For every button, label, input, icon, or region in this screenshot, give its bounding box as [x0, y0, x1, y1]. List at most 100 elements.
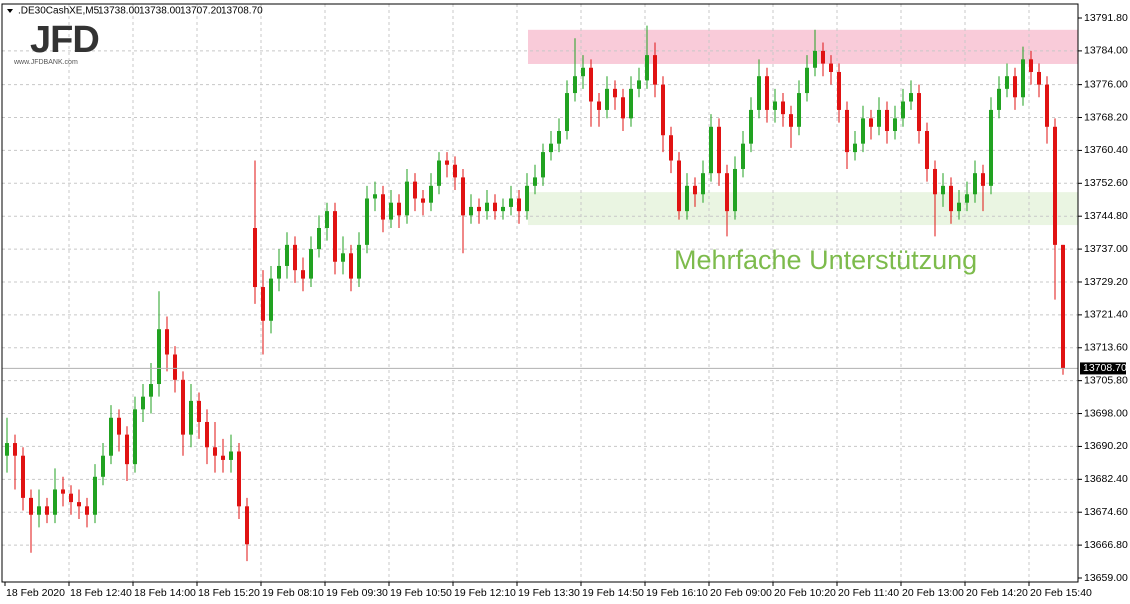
- candle-body: [485, 202, 489, 212]
- candle-body: [413, 181, 417, 199]
- candle-body: [189, 400, 193, 435]
- candle-body: [397, 202, 401, 216]
- candle-body: [125, 434, 129, 465]
- candle-body: [389, 202, 393, 220]
- candle-body: [853, 143, 857, 153]
- y-tick-label: 13737.00: [1084, 243, 1128, 255]
- candle-body: [749, 109, 753, 144]
- candle-body: [221, 455, 225, 460]
- y-tick-label: 13666.80: [1084, 539, 1128, 551]
- candle-body: [21, 455, 25, 498]
- x-tick-label: 20 Feb 13:00: [902, 587, 964, 599]
- candle-body: [429, 185, 433, 203]
- candle-body: [925, 131, 929, 169]
- candle-body: [989, 109, 993, 186]
- candle-body: [965, 194, 969, 203]
- x-tick-label: 19 Feb 08:10: [262, 587, 324, 599]
- candle-body: [717, 126, 721, 174]
- candle-body: [341, 253, 345, 262]
- x-tick-label: 20 Feb 11:40: [838, 587, 899, 599]
- candle-body: [909, 93, 913, 102]
- header-low: 13707.20: [180, 6, 222, 17]
- y-tick-label: 13784.00: [1084, 45, 1128, 57]
- current-price-label: 13708.70: [1083, 362, 1127, 374]
- candle-body: [653, 55, 657, 85]
- x-tick-label: 20 Feb 14:20: [966, 587, 1028, 599]
- x-tick-label: 18 Feb 14:00: [134, 587, 196, 599]
- candle-body: [797, 93, 801, 127]
- menu-arrow[interactable]: [7, 9, 13, 13]
- x-tick-label: 18 Feb 15:20: [198, 587, 260, 599]
- candle-body: [733, 168, 737, 212]
- candle-body: [565, 93, 569, 132]
- candle-body: [837, 71, 841, 110]
- candle-body: [629, 88, 633, 119]
- candle-body: [701, 173, 705, 195]
- y-tick-label: 13744.80: [1084, 210, 1128, 222]
- x-tick-label: 19 Feb 09:30: [326, 587, 388, 599]
- candle-body: [325, 211, 329, 228]
- candle-body: [245, 506, 249, 545]
- zone: [528, 192, 1078, 226]
- candle-body: [549, 143, 553, 153]
- candle-body: [469, 206, 473, 216]
- candle-body: [1045, 84, 1049, 127]
- candle-body: [885, 109, 889, 132]
- candle-body: [93, 476, 97, 515]
- candle-body: [357, 244, 361, 279]
- candle-body: [901, 101, 905, 119]
- candle-body: [109, 417, 113, 456]
- candle-body: [533, 177, 537, 186]
- candle-body: [29, 497, 33, 515]
- candle-body: [589, 67, 593, 102]
- candle-body: [461, 177, 465, 216]
- y-tick-label: 13713.60: [1084, 342, 1128, 354]
- candle-body: [981, 173, 985, 186]
- header-high: 13738.00: [139, 6, 181, 17]
- grid: [2, 4, 1078, 582]
- candle-body: [637, 80, 641, 89]
- annotation: Mehrfache Unterstützung: [674, 245, 977, 275]
- y-tick-label: 13729.20: [1084, 276, 1128, 288]
- candle-body: [661, 84, 665, 136]
- plot-frame: [1, 3, 1079, 583]
- candles: [2, 25, 1078, 562]
- candle-body: [517, 198, 521, 212]
- candle-body: [829, 63, 833, 72]
- y-tick-label: 13682.40: [1084, 473, 1128, 485]
- candle-body: [165, 329, 169, 355]
- candle-body: [421, 198, 425, 203]
- candle-body: [1013, 76, 1017, 98]
- zone: [528, 29, 1078, 64]
- candle-body: [229, 451, 233, 460]
- candle-body: [333, 211, 337, 262]
- candle-body: [213, 447, 217, 456]
- candle-body: [725, 173, 729, 212]
- candle-body: [317, 228, 321, 250]
- candle-body: [845, 109, 849, 153]
- candle-body: [557, 131, 561, 144]
- candle-body: [253, 228, 257, 288]
- candle-body: [445, 160, 449, 165]
- candle-body: [349, 253, 353, 279]
- y-tick-label: 13674.60: [1084, 506, 1128, 518]
- candle-body: [917, 93, 921, 132]
- x-tick-label: 20 Feb 15:40: [1030, 587, 1092, 599]
- candle-body: [781, 101, 785, 115]
- candle-body: [805, 67, 809, 94]
- candle-body: [277, 265, 281, 279]
- candle-body: [997, 88, 1001, 110]
- x-tick-label: 19 Feb 16:10: [646, 587, 708, 599]
- candle-body: [1005, 76, 1009, 89]
- candle-body: [493, 202, 497, 212]
- candle-body: [157, 329, 161, 385]
- candle-body: [197, 400, 201, 422]
- candle-body: [293, 244, 297, 271]
- y-tick-label: 13760.40: [1084, 144, 1128, 156]
- x-tick-label: 19 Feb 13:30: [518, 587, 580, 599]
- x-tick-label: 19 Feb 12:10: [454, 587, 516, 599]
- candle-body: [613, 88, 617, 98]
